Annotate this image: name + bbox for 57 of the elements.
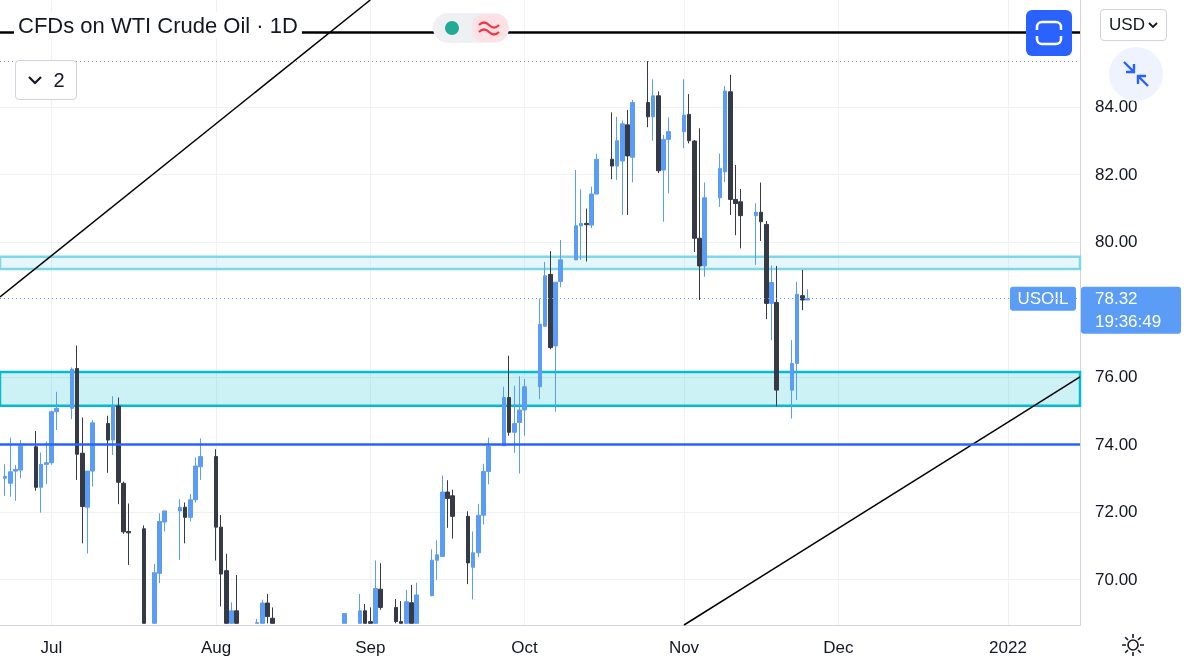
ref-line-label: USOIL — [1017, 289, 1069, 309]
annotation: 2 — [53, 68, 65, 92]
candlestick — [682, 78, 686, 149]
candlestick — [378, 562, 383, 611]
candlestick — [234, 574, 239, 624]
candlestick — [774, 265, 779, 408]
candlestick — [142, 524, 146, 624]
y-tick-label: 76.00 — [1095, 367, 1138, 387]
text: CFDs on WTI Crude Oil · 1D — [18, 12, 298, 38]
candlestick — [409, 584, 414, 624]
x-tick-label: Aug — [200, 638, 232, 657]
candlestick — [754, 203, 758, 266]
candlestick — [414, 582, 419, 624]
y-tick-label: 84.00 — [1095, 97, 1138, 117]
candlestick — [702, 182, 707, 278]
candlestick — [625, 109, 630, 216]
candlestick — [584, 208, 589, 263]
candlestick — [466, 510, 470, 585]
candlestick — [106, 415, 110, 474]
candlestick — [548, 250, 553, 350]
candlestick — [630, 99, 635, 183]
y-tick-label: 80.00 — [1095, 232, 1138, 252]
x-tick-label: Oct — [511, 638, 539, 657]
candlestick — [507, 355, 511, 437]
text: 78.32 — [1095, 289, 1138, 309]
candlestick — [651, 78, 655, 142]
candlestick — [358, 593, 362, 624]
candlestick — [656, 90, 661, 174]
candlestick — [764, 220, 769, 320]
candlestick — [610, 111, 614, 180]
x-tick-label: Sep — [355, 638, 386, 657]
candlestick — [512, 385, 517, 454]
candlestick — [404, 589, 409, 624]
candlestick — [265, 593, 270, 624]
candlestick — [116, 397, 121, 505]
candlestick — [759, 182, 763, 242]
candlestick — [183, 502, 187, 544]
candlestick — [229, 601, 234, 624]
candlestick — [70, 367, 74, 420]
candlestick — [178, 498, 182, 561]
text: 19:36:49 — [1095, 312, 1162, 332]
candlestick — [373, 560, 378, 624]
x-tick-label: 2022 — [989, 638, 1027, 657]
y-tick-label: 72.00 — [1095, 502, 1138, 522]
candlestick — [646, 60, 650, 128]
candlestick — [270, 606, 275, 624]
y-tick-label: 74.00 — [1095, 434, 1138, 454]
candlestick — [34, 430, 38, 492]
x-tick-label: Nov — [668, 638, 700, 657]
y-tick-label: 82.00 — [1095, 164, 1138, 184]
candlestick — [342, 613, 347, 624]
text: USD — [1109, 15, 1145, 35]
candlestick — [111, 395, 115, 456]
candlestick — [800, 269, 805, 311]
x-tick-label: Dec — [823, 638, 854, 657]
x-tick-label: Jul — [40, 638, 63, 657]
y-tick-label: 70.00 — [1095, 569, 1138, 589]
